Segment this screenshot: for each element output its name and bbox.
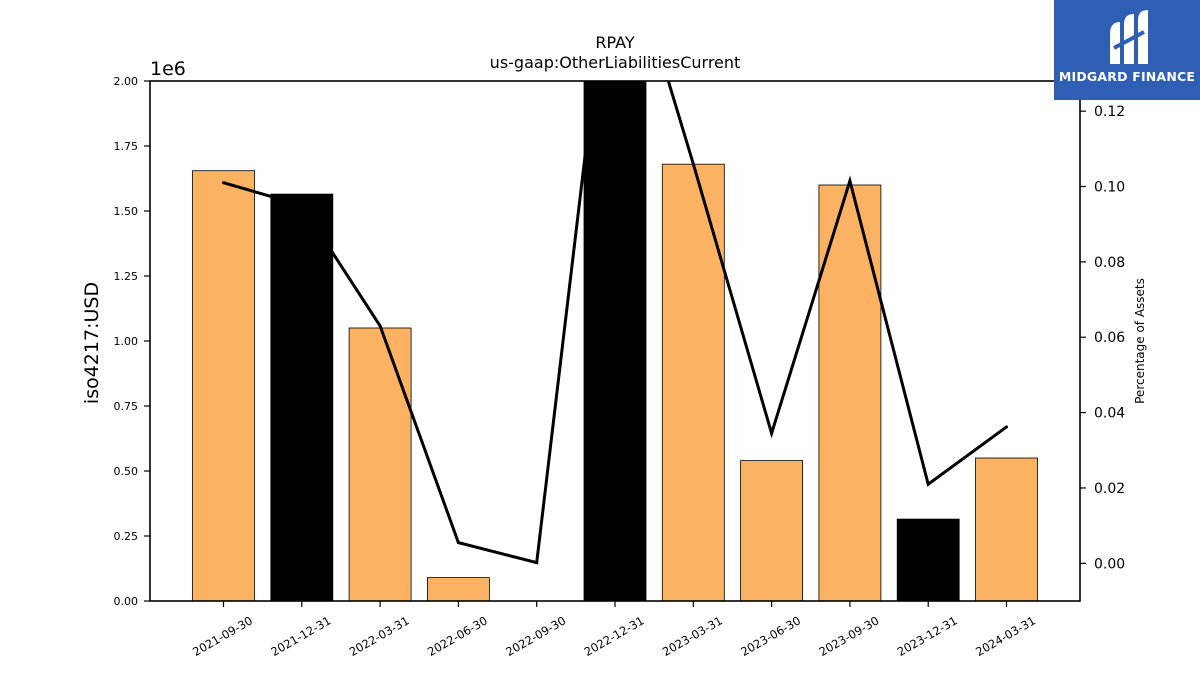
bar-2023-03-31 <box>661 163 725 601</box>
logo-text: MIDGARD FINANCE <box>1058 69 1196 84</box>
line-point-2022-06-30 <box>456 541 460 545</box>
x-axis: 2021-09-30 2021-12-31 2022-03-31 2022-06-30… <box>190 601 1038 659</box>
y2-tick-label: 0.08 <box>1094 255 1125 271</box>
bar-group <box>192 81 1038 601</box>
bar-2023-06-30 <box>740 460 803 601</box>
y2-tick-label: 0.12 <box>1094 104 1125 120</box>
bar-2021-09-30 <box>192 170 255 601</box>
line-point-2021-09-30 <box>222 181 225 185</box>
midgard-logo-icon <box>1110 10 1148 64</box>
line-point-2022-09-30 <box>535 561 539 565</box>
bar-2022-03-31 <box>348 327 412 601</box>
bar-2022-06-30 <box>426 577 490 601</box>
y-axis-label: iso4217:USD <box>81 282 103 404</box>
y2-tick-label: 0.06 <box>1094 330 1125 346</box>
y-tick-label: 1.25 <box>114 270 139 283</box>
x-tick-label: 2022-09-30 <box>503 613 568 659</box>
x-tick-label: 2021-09-30 <box>190 613 255 659</box>
y2-axis: 0.00 0.02 0.04 0.06 0.08 0.10 0.12 <box>1080 104 1125 572</box>
y2-tick-label: 0.10 <box>1094 180 1125 196</box>
x-tick-label: 2021-12-31 <box>268 613 333 659</box>
y-tick-label: 2.00 <box>114 75 139 88</box>
x-tick-label: 2022-12-31 <box>582 613 647 659</box>
percentage-line <box>223 81 1008 565</box>
line-point-2024-03-31 <box>1005 425 1008 429</box>
bar-2023-09-30 <box>818 184 882 601</box>
x-tick-label: 2023-03-31 <box>660 613 725 659</box>
chart-title: RPAY <box>595 33 634 52</box>
x-tick-label: 2022-06-30 <box>425 613 490 659</box>
y2-tick-label: 0.02 <box>1094 481 1125 497</box>
y-offset-label: 1e6 <box>150 58 186 80</box>
line-point-2023-06-30 <box>770 431 774 435</box>
x-tick-label: 2022-03-31 <box>347 613 412 659</box>
bar-2021-12-31 <box>270 193 334 601</box>
y-tick-label: 0.25 <box>114 530 139 543</box>
y-tick-label: 0.50 <box>114 465 139 478</box>
x-tick-label: 2023-06-30 <box>738 613 803 659</box>
bar-2022-12-31 <box>583 81 647 601</box>
line-point-2021-12-31 <box>300 203 304 207</box>
y-tick-label: 1.00 <box>114 335 139 348</box>
y-tick-label: 0.75 <box>114 400 139 413</box>
bar-2024-03-31 <box>975 457 1038 601</box>
x-tick-label: 2023-12-31 <box>895 613 960 659</box>
line-point-2023-03-31 <box>691 162 695 166</box>
chart-subtitle: us-gaap:OtherLiabilitiesCurrent <box>490 53 741 72</box>
line-point-2023-09-30 <box>848 179 852 183</box>
y2-axis-label: Percentage of Assets <box>1133 278 1147 404</box>
y-tick-label: 1.75 <box>114 140 139 153</box>
line-point-2023-12-31 <box>926 482 930 486</box>
bar-2023-12-31 <box>896 518 960 601</box>
y-tick-label: 0.00 <box>114 595 139 608</box>
x-tick-label: 2023-09-30 <box>817 613 882 659</box>
line-group <box>222 81 1008 565</box>
y2-tick-label: 0.04 <box>1094 406 1125 422</box>
midgard-finance-logo: MIDGARD FINANCE <box>1054 0 1200 100</box>
y-tick-label: 1.50 <box>114 205 139 218</box>
x-tick-label: 2024-03-31 <box>973 613 1038 659</box>
y-axis: 0.00 0.25 0.50 0.75 1.00 1.25 1.50 1.75 2.00 <box>114 75 150 608</box>
line-point-2022-03-31 <box>378 324 382 328</box>
y2-tick-label: 0.00 <box>1094 556 1125 572</box>
